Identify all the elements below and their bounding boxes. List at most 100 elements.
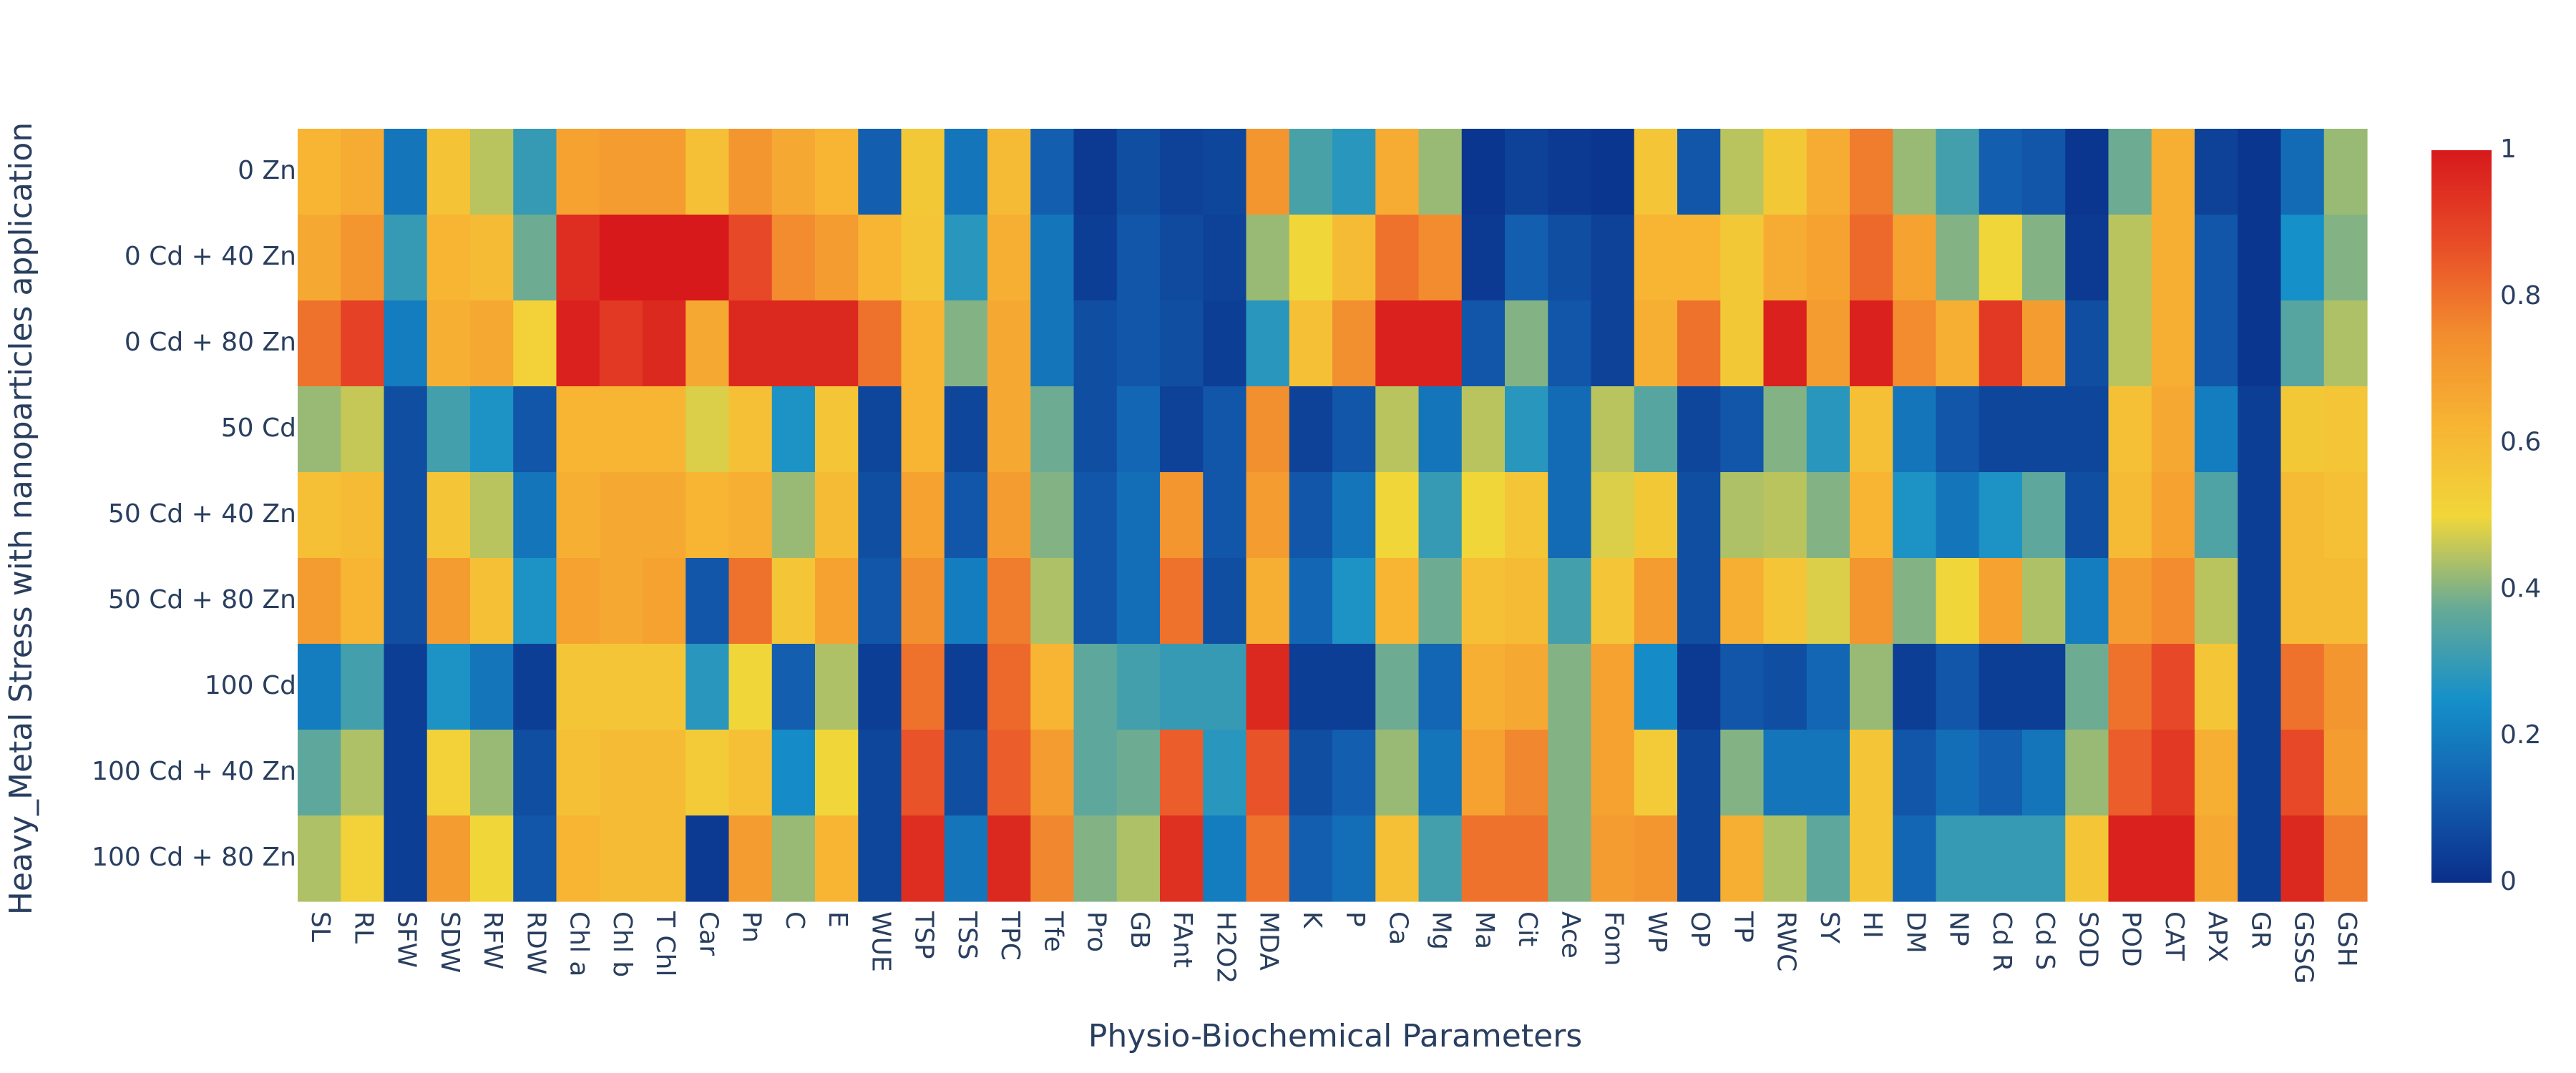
x-tick-label: WP	[1642, 911, 1672, 952]
heatmap-cell	[1073, 129, 1118, 215]
heatmap-cell	[987, 644, 1031, 730]
heatmap-cell	[341, 386, 385, 473]
heatmap-cell	[1893, 644, 1937, 730]
heatmap-cell	[2065, 129, 2109, 215]
x-tick-label: RWC	[1772, 911, 1801, 971]
x-tick-label: GSSG	[2289, 911, 2318, 984]
heatmap-cell	[2151, 644, 2195, 730]
heatmap-cell	[1203, 129, 1247, 215]
heatmap-cell	[771, 644, 816, 730]
heatmap-cell	[2108, 215, 2152, 301]
x-tick-label: Ace	[1556, 911, 1585, 959]
heatmap-cell	[686, 129, 730, 215]
heatmap-cell	[1116, 730, 1161, 816]
heatmap-cell	[1979, 815, 2023, 902]
heatmap-cell	[1116, 644, 1161, 730]
heatmap-cell	[2195, 300, 2238, 387]
heatmap-cell	[1116, 386, 1161, 473]
heatmap-cell	[1505, 300, 1548, 387]
heatmap-cell	[1850, 644, 1893, 730]
heatmap-cell	[1720, 558, 1765, 645]
heatmap-cell	[2195, 644, 2238, 730]
heatmap-cell	[2065, 644, 2109, 730]
heatmap-cell	[858, 215, 902, 301]
x-tick-label: H2O2	[1211, 911, 1240, 984]
heatmap-cell	[728, 300, 773, 387]
heatmap-cell	[1160, 558, 1204, 645]
heatmap-cell	[1591, 129, 1635, 215]
heatmap-cell	[1979, 558, 2023, 645]
heatmap-cell	[556, 215, 600, 301]
heatmap-cell	[2323, 472, 2368, 559]
heatmap-cell	[1893, 558, 1937, 645]
heatmap-cell	[384, 215, 428, 301]
heatmap-cell	[2195, 558, 2238, 645]
heatmap-cell	[599, 815, 643, 902]
heatmap-cell	[1073, 300, 1118, 387]
heatmap-cell	[2151, 472, 2195, 559]
heatmap-cell	[599, 644, 643, 730]
heatmap-cell	[298, 558, 341, 645]
heatmap-cell	[1893, 815, 1937, 902]
heatmap-cell	[2108, 129, 2152, 215]
heatmap-cell	[2280, 730, 2325, 816]
heatmap-cell	[1332, 472, 1376, 559]
heatmap-cell	[2022, 300, 2066, 387]
heatmap-cell	[1289, 815, 1333, 902]
heatmap-cell	[1677, 472, 1721, 559]
heatmap-cell	[2323, 815, 2368, 902]
colorbar	[2431, 150, 2492, 883]
heatmap-cell	[858, 730, 902, 816]
heatmap-cell	[1160, 129, 1204, 215]
heatmap-cell	[1203, 730, 1247, 816]
heatmap-cell	[1591, 558, 1635, 645]
heatmap-cell	[1505, 129, 1548, 215]
heatmap-cell	[643, 472, 686, 559]
x-tick-label: DM	[1901, 911, 1930, 954]
heatmap-cell	[643, 300, 686, 387]
heatmap-cell	[1116, 215, 1161, 301]
heatmap-cell	[1634, 215, 1678, 301]
heatmap-cell	[1979, 472, 2023, 559]
heatmap-cell	[1203, 644, 1247, 730]
x-tick-label: TSS	[952, 911, 982, 960]
heatmap-cell	[1203, 215, 1247, 301]
x-tick-label: Pro	[1082, 911, 1111, 952]
heatmap-cell	[2065, 300, 2109, 387]
heatmap-cell	[1332, 215, 1376, 301]
heatmap-cell	[1289, 472, 1333, 559]
heatmap-cell	[341, 815, 385, 902]
heatmap-cell	[513, 472, 557, 559]
heatmap-cell	[2022, 472, 2066, 559]
heatmap-cell	[1073, 730, 1118, 816]
heatmap-cell	[1160, 472, 1204, 559]
heatmap-cell	[1418, 472, 1463, 559]
heatmap-cell	[987, 300, 1031, 387]
heatmap-cell	[944, 300, 988, 387]
colorbar-tick-label: 0.2	[2500, 720, 2541, 750]
heatmap-cell	[2195, 386, 2238, 473]
heatmap-cell	[1591, 472, 1635, 559]
heatmap-cell	[771, 215, 816, 301]
heatmap-cell	[1160, 300, 1204, 387]
heatmap-cell	[1289, 730, 1333, 816]
heatmap-cell	[1116, 558, 1161, 645]
heatmap-cell	[771, 300, 816, 387]
heatmap-cell	[1461, 730, 1506, 816]
heatmap-cell	[513, 815, 557, 902]
heatmap-cell	[1246, 129, 1290, 215]
x-tick-label: GB	[1125, 911, 1154, 949]
heatmap-cell	[2323, 300, 2368, 387]
heatmap-cell	[1677, 815, 1721, 902]
heatmap-cell	[513, 300, 557, 387]
heatmap-cell	[470, 300, 514, 387]
heatmap-cell	[1548, 730, 1592, 816]
heatmap-cell	[901, 815, 945, 902]
heatmap-cell	[1591, 300, 1635, 387]
heatmap-cell	[944, 558, 988, 645]
y-tick-label: 0 Cd + 40 Zn	[125, 242, 296, 271]
heatmap-cell	[513, 215, 557, 301]
heatmap-cell	[1332, 558, 1376, 645]
heatmap-cell	[341, 300, 385, 387]
heatmap-cell	[987, 386, 1031, 473]
